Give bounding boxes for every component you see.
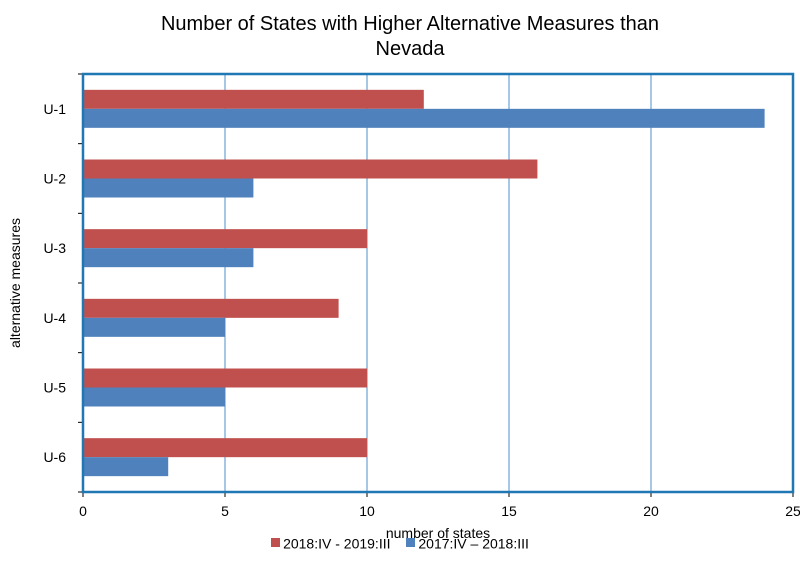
bar-u-1-series-1 xyxy=(83,108,765,128)
legend-label-2018-2019: 2018:IV - 2019:III xyxy=(283,534,391,551)
x-tick-label-5: 5 xyxy=(221,503,229,519)
plot-area: U-1 U-2 U-3 U-4 U-5 U-6 0 5 10 15 20 25 xyxy=(43,72,800,519)
x-tick-label-10: 10 xyxy=(359,503,375,519)
y-tick-label-u-2: U-2 xyxy=(43,171,66,187)
y-tick-label-u-3: U-3 xyxy=(43,240,66,256)
bar-u-4-series-0 xyxy=(83,298,339,318)
y-axis-label: alternative measures xyxy=(7,218,23,348)
bar-u-1-series-0 xyxy=(83,89,424,109)
x-axis-label: number of states xyxy=(386,525,490,541)
chart-title-line-1: Number of States with Higher Alternative… xyxy=(161,13,659,35)
y-tick-label-u-6: U-6 xyxy=(43,449,66,465)
x-tick-label-0: 0 xyxy=(79,503,87,519)
bar-u-6-series-0 xyxy=(83,438,367,458)
bar-u-6-series-1 xyxy=(83,457,169,477)
legend-item-2017-2018: 2017:IV – 2018:III xyxy=(406,534,529,551)
bar-u-5-series-1 xyxy=(83,387,225,407)
chart-title-line-2: Nevada xyxy=(376,38,446,60)
bar-u-3-series-0 xyxy=(83,229,367,249)
bar-u-2-series-0 xyxy=(83,159,538,179)
legend: 2018:IV - 2019:III 2017:IV – 2018:III xyxy=(0,533,800,551)
bar-u-2-series-1 xyxy=(83,178,254,198)
y-tick-label-u-4: U-4 xyxy=(43,310,66,326)
legend-label-2017-2018: 2017:IV – 2018:III xyxy=(418,534,529,551)
legend-swatch-2018-2019 xyxy=(271,538,281,548)
legend-swatch-2017-2018 xyxy=(406,538,416,548)
legend-item-2018-2019: 2018:IV - 2019:III xyxy=(271,534,390,551)
y-tick-label-u-5: U-5 xyxy=(43,380,66,396)
y-tick-label-u-1: U-1 xyxy=(43,101,66,117)
bar-u-3-series-1 xyxy=(83,248,254,268)
bar-u-5-series-0 xyxy=(83,368,367,388)
bar-u-4-series-1 xyxy=(83,317,225,337)
x-tick-label-20: 20 xyxy=(643,503,659,519)
plot-border xyxy=(81,72,795,494)
x-tick-label-25: 25 xyxy=(785,503,800,519)
x-tick-label-15: 15 xyxy=(501,503,517,519)
